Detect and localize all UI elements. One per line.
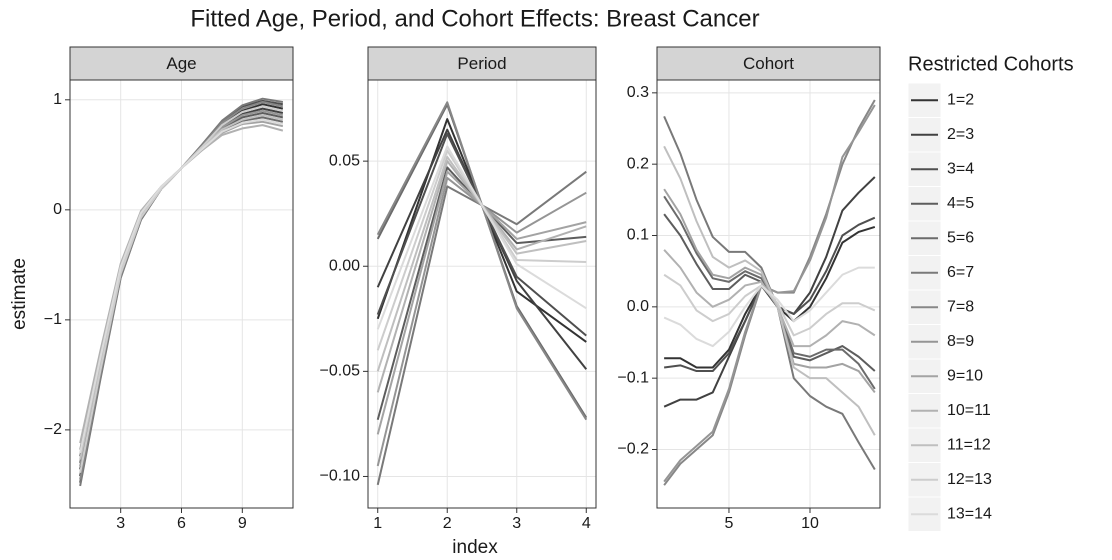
legend-title: Restricted Cohorts bbox=[908, 53, 1074, 75]
legend-label: 8=9 bbox=[947, 333, 974, 350]
x-tick-label: 1 bbox=[373, 515, 382, 532]
panel-title: Period bbox=[457, 54, 506, 73]
y-tick-label: 0.05 bbox=[329, 152, 360, 169]
series-line bbox=[663, 273, 876, 337]
legend-label: 7=8 bbox=[947, 298, 974, 315]
x-tick-label: 4 bbox=[582, 515, 591, 532]
legend-label: 5=6 bbox=[947, 229, 974, 246]
x-axis-label: index bbox=[452, 537, 498, 558]
x-tick-label: 6 bbox=[177, 515, 186, 532]
y-tick-label: −0.2 bbox=[617, 441, 649, 458]
y-tick-label: −0.10 bbox=[320, 468, 361, 485]
y-tick-label: 0.2 bbox=[627, 155, 649, 172]
x-tick-label: 5 bbox=[725, 515, 734, 532]
panel-strip bbox=[69, 46, 294, 81]
legend-label: 2=3 bbox=[947, 126, 974, 143]
y-tick-label: 1 bbox=[53, 91, 62, 108]
x-tick-label: 10 bbox=[801, 515, 819, 532]
y-tick-label: 0.0 bbox=[627, 298, 649, 315]
legend-label: 1=2 bbox=[947, 91, 974, 108]
legend-label: 4=5 bbox=[947, 195, 974, 212]
series-line bbox=[663, 145, 876, 436]
y-tick-label: 0.00 bbox=[329, 257, 360, 274]
chart-title: Fitted Age, Period, and Cohort Effects: … bbox=[190, 5, 759, 32]
y-tick-label: −1 bbox=[44, 311, 62, 328]
y-tick-label: −0.05 bbox=[320, 363, 361, 380]
y-tick-label: 0.3 bbox=[627, 84, 649, 101]
panel-strip bbox=[367, 46, 597, 81]
x-tick-label: 3 bbox=[512, 515, 521, 532]
legend-label: 11=12 bbox=[947, 436, 991, 453]
y-axis-label: estimate bbox=[9, 258, 30, 330]
panel-title: Cohort bbox=[743, 54, 794, 73]
x-tick-label: 3 bbox=[116, 515, 125, 532]
legend-label: 9=10 bbox=[947, 367, 983, 384]
series-line bbox=[376, 145, 587, 330]
y-tick-label: −2 bbox=[44, 421, 62, 438]
x-tick-label: 9 bbox=[238, 515, 247, 532]
y-tick-label: 0 bbox=[53, 201, 62, 218]
series-line bbox=[79, 118, 284, 454]
legend-label: 3=4 bbox=[947, 160, 974, 177]
legend-label: 6=7 bbox=[947, 264, 974, 281]
panel-strip bbox=[656, 46, 881, 81]
y-tick-label: −0.1 bbox=[617, 369, 649, 386]
panel-title: Age bbox=[166, 54, 196, 73]
legend-label: 13=14 bbox=[947, 505, 992, 522]
legend-label: 12=13 bbox=[947, 471, 992, 488]
y-tick-label: 0.1 bbox=[627, 227, 649, 244]
panel-background bbox=[368, 80, 596, 508]
legend-label: 10=11 bbox=[947, 402, 991, 419]
series-line bbox=[663, 266, 875, 348]
x-tick-label: 2 bbox=[443, 515, 452, 532]
